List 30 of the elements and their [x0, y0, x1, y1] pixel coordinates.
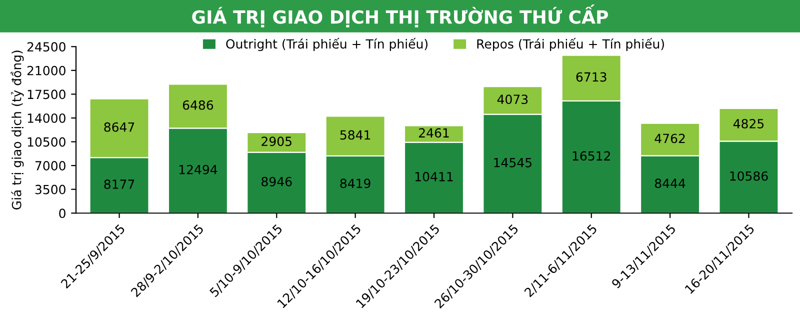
data-label: 8419 — [340, 178, 370, 188]
data-label: 4825 — [733, 118, 764, 128]
data-label: 5841 — [340, 130, 370, 140]
data-label: 16512 — [572, 151, 610, 161]
y-tick-label: 3500 — [35, 184, 66, 194]
y-axis-title: Giá trị giao dịch (tỷ đồng) — [10, 50, 24, 210]
legend-label: Repos (Trái phiếu + Tín phiếu) — [477, 38, 664, 52]
y-tick-label: 7000 — [35, 161, 66, 170]
legend-label: Outright (Trái phiếu + Tín phiếu) — [226, 38, 428, 52]
y-tick-label: 14000 — [28, 113, 66, 123]
data-label: 8444 — [654, 178, 686, 188]
data-label: 4073 — [497, 94, 528, 104]
data-label: 12494 — [179, 164, 218, 174]
data-label: 8946 — [262, 176, 292, 186]
data-label: 6713 — [576, 72, 606, 82]
y-tick-label: 24500 — [27, 42, 66, 52]
chart-title: GIÁ TRỊ GIAO DỊCH THỊ TRƯỜNG THỨ CẤP — [192, 4, 608, 28]
data-label: 10411 — [415, 172, 453, 182]
data-label: 10586 — [730, 171, 768, 181]
y-tick-label: 17500 — [28, 90, 66, 100]
data-label: 2461 — [419, 128, 449, 138]
data-label: 6486 — [182, 100, 214, 110]
y-tick-label: 21000 — [27, 66, 66, 76]
data-label: 4762 — [654, 134, 685, 144]
y-tick-label: 10500 — [28, 137, 66, 147]
data-label: 8647 — [104, 122, 134, 132]
y-tick-label: 0 — [59, 208, 66, 218]
data-label: 14545 — [494, 158, 532, 168]
data-label: 2905 — [262, 136, 292, 146]
data-label: 8177 — [104, 180, 134, 189]
